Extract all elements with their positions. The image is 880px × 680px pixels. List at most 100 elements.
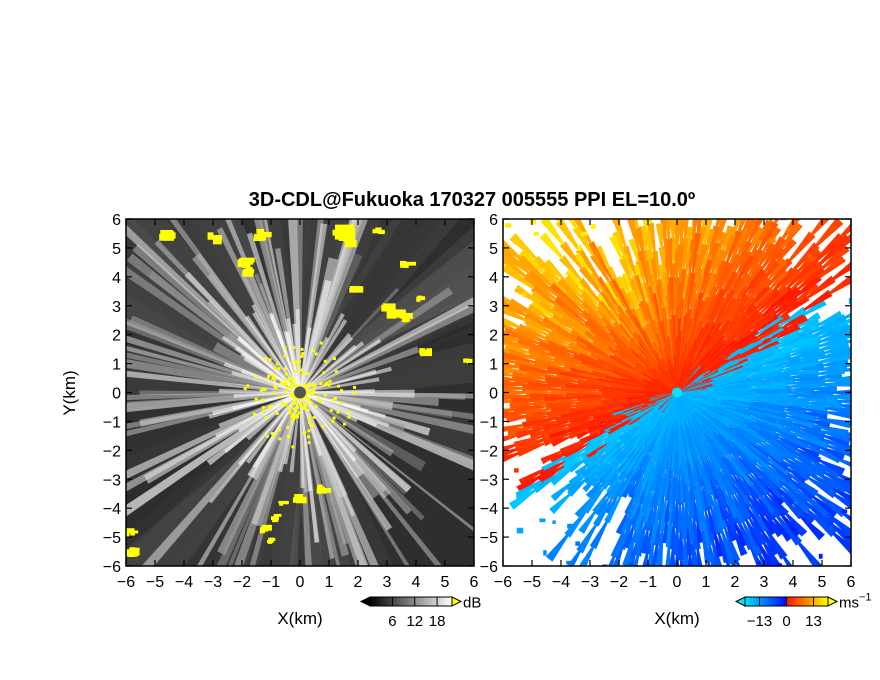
snr-streak — [126, 391, 301, 479]
velocity-ray-segment — [629, 466, 640, 484]
velocity-ray-segment — [712, 403, 750, 418]
velocity-ray-segment — [620, 439, 642, 466]
velocity-ray-segment — [709, 325, 729, 350]
velocity-ray-segment — [734, 492, 753, 520]
snr-core-streak — [246, 392, 301, 464]
velocity-ray-segment — [633, 464, 644, 481]
velocity-ray-segment — [600, 354, 628, 370]
velocity-ray-segment — [632, 371, 656, 384]
velocity-ray-segment — [503, 443, 517, 452]
velocity-ray-segment — [823, 434, 851, 447]
snr-core-streak — [299, 392, 313, 491]
x-tick-label: −6 — [117, 574, 135, 591]
velocity-ray-segment — [823, 471, 851, 492]
snr-near-range-pixel — [290, 385, 294, 389]
velocity-ray-segment — [507, 348, 538, 360]
velocity-ray-segment — [824, 375, 851, 382]
velocity-ray-segment — [752, 219, 756, 222]
velocity-ray-segment — [574, 497, 593, 518]
y-tick-label: 2 — [112, 328, 121, 345]
velocity-ray-segment — [621, 501, 636, 531]
velocity-ray-segment — [592, 333, 616, 351]
snr-near-range-pixel — [254, 397, 258, 401]
velocity-ray-segment — [691, 322, 710, 359]
snr-near-range-pixel — [314, 352, 318, 356]
velocity-ray-segment — [575, 247, 600, 280]
x-tick-label: −6 — [494, 574, 512, 591]
velocity-speckle — [644, 614, 648, 619]
snr-saturated-patch — [400, 260, 407, 266]
velocity-ray-segment — [548, 316, 573, 333]
snr-near-range-pixel — [274, 386, 278, 390]
velocity-ray-segment — [691, 298, 700, 324]
velocity-ray-segment — [581, 296, 604, 319]
velocity-speckle — [863, 414, 866, 417]
velocity-ray-segment — [759, 259, 780, 285]
snr-near-range-pixel — [267, 405, 271, 409]
velocity-ray-segment — [540, 426, 570, 440]
velocity-speckle — [486, 465, 491, 470]
velocity-ray-segment — [762, 346, 793, 361]
y-tick-label: 5 — [112, 241, 121, 258]
snr-near-range-pixel — [307, 415, 311, 419]
velocity-speckle — [543, 550, 547, 556]
snr-near-range-pixel — [273, 384, 277, 388]
velocity-ray-segment — [601, 599, 618, 636]
velocity-ray-segment — [572, 225, 595, 257]
velocity-ray-segment — [627, 431, 642, 448]
velocity-ray-segment — [660, 445, 668, 474]
snr-near-range-pixel — [295, 413, 299, 417]
velocity-ray-segment — [503, 317, 521, 329]
velocity-ray-segment — [613, 352, 636, 368]
velocity-ray-segment — [691, 344, 708, 370]
snr-near-range-pixel — [271, 391, 275, 395]
velocity-ray-segment — [785, 466, 808, 484]
velocity-ray-segment — [717, 305, 735, 330]
snr-near-range-pixel — [291, 400, 295, 404]
snr-near-range-pixel — [295, 405, 299, 409]
velocity-speckle — [481, 332, 485, 337]
velocity-ray-segment — [791, 422, 822, 434]
velocity-ray-segment — [537, 340, 575, 357]
velocity-ray-segment — [646, 458, 657, 483]
velocity-ray-segment — [679, 299, 684, 332]
snr-saturated-patch — [273, 516, 279, 521]
velocity-ray-segment — [517, 323, 547, 340]
velocity-ray-segment — [628, 338, 647, 359]
velocity-ray-segment — [586, 452, 607, 471]
y-tick-label: −4 — [103, 501, 121, 518]
velocity-ray-segment — [714, 484, 728, 510]
velocity-ray-segment — [644, 436, 655, 454]
velocity-ray-segment — [795, 282, 820, 302]
velocity-speckle — [848, 298, 851, 304]
velocity-ray-segment — [706, 432, 724, 456]
colorbar-tick-label: 6 — [388, 613, 396, 630]
snr-near-range-pixel — [306, 408, 310, 412]
velocity-ray-segment — [747, 425, 774, 441]
velocity-x-axis-label: X(km) — [654, 609, 699, 628]
snr-near-range-pixel — [290, 415, 294, 419]
velocity-ray-segment — [736, 329, 759, 348]
velocity-ray-segment — [788, 231, 816, 262]
velocity-ray-segment — [804, 501, 835, 528]
snr-core-streak — [215, 392, 301, 438]
snr-streak — [126, 391, 301, 517]
velocity-ray-segment — [518, 468, 545, 486]
velocity-ray-segment — [725, 230, 743, 265]
snr-near-range-pixel — [304, 401, 308, 405]
velocity-ray-segment — [754, 286, 774, 307]
velocity-ray-segment — [551, 435, 572, 447]
snr-near-range-pixel — [310, 423, 314, 427]
y-tick-label: 4 — [489, 270, 498, 287]
snr-saturated-patch — [349, 285, 357, 293]
velocity-ray-segment — [756, 165, 775, 201]
velocity-ray-segment — [607, 281, 628, 311]
velocity-ray-segment — [661, 406, 671, 423]
velocity-speckle — [498, 361, 503, 364]
velocity-ray-segment — [690, 330, 708, 363]
velocity-ray-segment — [795, 437, 822, 451]
velocity-ray-segment — [814, 492, 847, 518]
velocity-ray-segment — [780, 410, 817, 422]
snr-core-streak — [299, 391, 386, 419]
velocity-ray-segment — [820, 244, 850, 270]
